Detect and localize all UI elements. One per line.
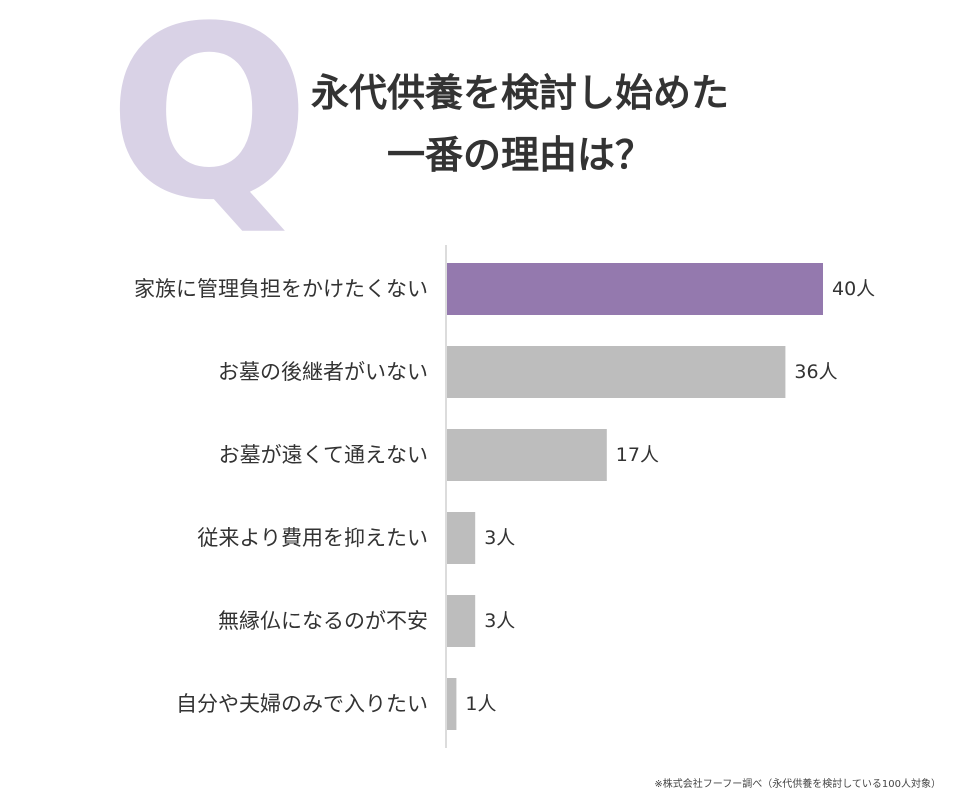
value-label: 3人: [484, 610, 515, 632]
category-label: お墓が遠くて通えない: [219, 443, 428, 467]
category-label: 従来より費用を抑えたい: [197, 526, 428, 550]
chart-title-line-2: 一番の理由は？: [386, 133, 653, 177]
value-label: 1人: [465, 693, 496, 715]
category-label: 無縁仏になるのが不安: [218, 609, 428, 633]
value-label: 17人: [616, 444, 659, 466]
value-label: 3人: [484, 527, 515, 549]
source-footnote: ※株式会社フーフー調べ（永代供養を検討している100人対象）: [654, 779, 941, 790]
category-label: 自分や夫婦のみで入りたい: [176, 692, 428, 716]
q-mark: Q: [108, 0, 311, 253]
chart-title-line-1: 永代供養を検討し始めた: [310, 71, 729, 115]
bar: [447, 346, 786, 398]
bar: [447, 263, 823, 315]
category-label: お墓の後継者がいない: [218, 360, 428, 384]
value-label: 40人: [832, 278, 875, 300]
chart-title: 永代供養を検討し始めた 一番の理由は？: [200, 62, 840, 186]
bar: [447, 429, 607, 481]
value-label: 36人: [794, 361, 837, 383]
bar: [447, 512, 476, 564]
bar: [447, 595, 476, 647]
bar: [447, 678, 457, 730]
category-label: 家族に管理負担をかけたくない: [134, 277, 428, 301]
